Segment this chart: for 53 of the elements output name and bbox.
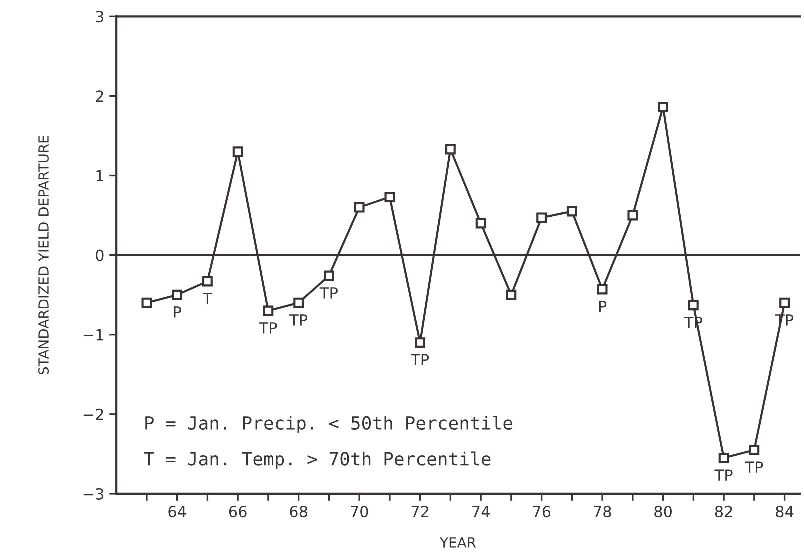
x-tick-label: 70: [351, 506, 368, 518]
point: [780, 298, 790, 308]
point: [688, 300, 699, 311]
x-tick-label: 80: [654, 506, 672, 518]
x-axis-title: YEAR: [440, 538, 476, 548]
point: [628, 210, 638, 221]
y-tick-label: −1: [84, 330, 104, 341]
annotation: TP: [259, 322, 278, 334]
point: [566, 206, 578, 217]
point: [172, 290, 183, 300]
point: [415, 338, 426, 348]
annotation: P: [599, 301, 607, 312]
x-tick-label: 72: [412, 506, 429, 518]
annotation: T = Jan. Temp. > 70th Percentile: [144, 452, 491, 470]
annotation: TP: [290, 314, 308, 326]
point: [536, 212, 548, 224]
x-tick-label: 68: [290, 506, 308, 518]
annotation: P = Jan. Precip. < 50th Percentile: [146, 416, 512, 434]
annotation: TP: [320, 288, 338, 299]
point: [597, 284, 608, 295]
point: [354, 202, 365, 213]
x-tick-label: 76: [533, 506, 551, 518]
annotation: TP: [714, 470, 733, 481]
y-tick-label: 2: [96, 90, 104, 102]
point: [384, 192, 396, 202]
point: [142, 298, 152, 308]
annotation: TP: [745, 462, 764, 473]
point: [445, 144, 456, 155]
x-tick-label: 66: [229, 506, 247, 518]
annotation: P: [174, 306, 182, 318]
point: [476, 218, 486, 229]
point: [749, 444, 760, 456]
y-tick-label: 3: [96, 11, 104, 23]
point: [324, 270, 334, 282]
point: [263, 306, 274, 316]
y-tick-label: −3: [84, 488, 104, 500]
x-tick-label: 78: [594, 506, 612, 518]
annotation: TP: [410, 354, 430, 366]
point: [202, 276, 213, 287]
x-tick-label: 74: [472, 506, 490, 518]
point: [506, 290, 517, 300]
y-tick-label: 0: [96, 250, 104, 262]
annotation: T: [202, 293, 212, 304]
point: [718, 452, 730, 464]
point: [232, 146, 244, 158]
y-axis-title: STANDARDIZED YIELD DEPARTURE: [38, 136, 50, 375]
point: [658, 102, 669, 113]
y-tick-label: 1: [96, 170, 104, 182]
x-tick-label: 84: [776, 506, 794, 518]
y-tick-label: −2: [84, 408, 104, 420]
x-tick-label: 82: [715, 506, 732, 518]
x-tick-label: 64: [168, 506, 186, 518]
point: [294, 298, 304, 308]
